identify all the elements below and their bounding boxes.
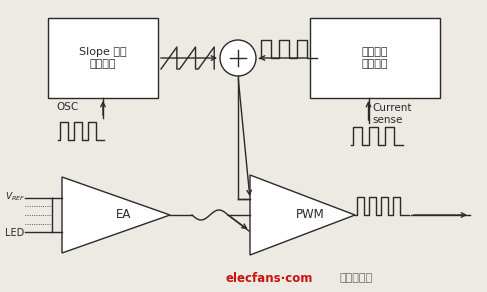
Text: LED: LED xyxy=(5,228,24,238)
Polygon shape xyxy=(62,177,170,253)
Text: 放大电路: 放大电路 xyxy=(362,59,388,69)
Text: Slope 信号: Slope 信号 xyxy=(79,47,127,57)
Text: $V_{REF}$: $V_{REF}$ xyxy=(5,191,25,203)
Text: 产生电路: 产生电路 xyxy=(90,59,116,69)
Bar xyxy=(310,18,440,98)
Text: elecfans·com: elecfans·com xyxy=(225,272,312,284)
Text: PWM: PWM xyxy=(296,208,325,222)
Text: 电子发烧友: 电子发烧友 xyxy=(340,273,373,283)
Text: OSC: OSC xyxy=(56,102,78,112)
Polygon shape xyxy=(250,175,355,255)
Circle shape xyxy=(220,40,256,76)
Text: sense: sense xyxy=(373,115,403,125)
Text: Current: Current xyxy=(373,103,412,113)
Bar xyxy=(48,18,158,98)
Text: 电流采样: 电流采样 xyxy=(362,47,388,57)
Text: EA: EA xyxy=(116,208,131,222)
